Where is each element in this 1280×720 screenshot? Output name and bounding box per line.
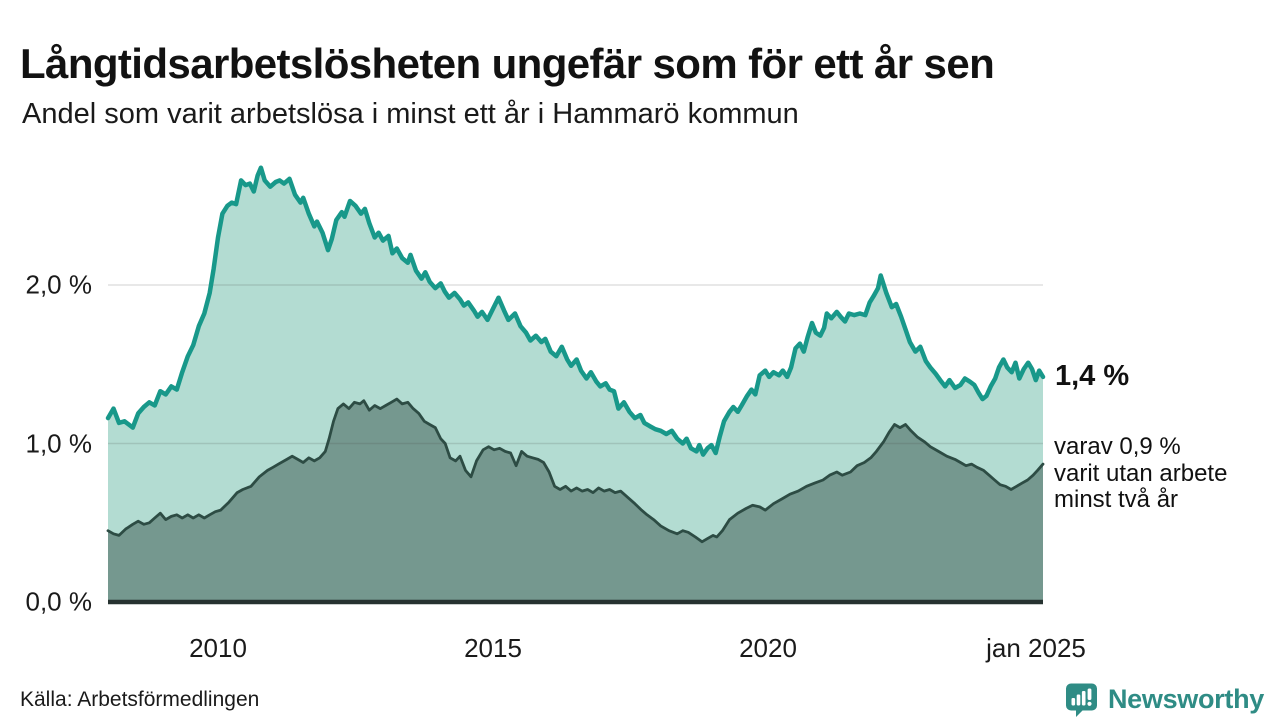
y-axis-label: 1,0 % <box>25 428 93 458</box>
x-axis-label: 2020 <box>739 633 797 663</box>
series-line-1 <box>106 397 1045 544</box>
series-area-1 <box>108 399 1043 602</box>
chart-subtitle: Andel som varit arbetslösa i minst ett å… <box>22 98 799 130</box>
newsworthy-logo-icon <box>1065 683 1097 717</box>
x-axis-label: 2015 <box>464 633 522 663</box>
newsworthy-logo: Newsworthy <box>1063 681 1264 718</box>
secondary-annotation-line: varit utan arbete <box>1054 459 1228 487</box>
y-axis-label: 2,0 % <box>25 269 93 300</box>
secondary-annotation: varav 0,9 % varit utan arbete minst två … <box>1054 433 1228 514</box>
latest-value-label: 1,4 % <box>1055 360 1130 392</box>
page-title: Långtidsarbetslösheten ungefär som för e… <box>20 40 995 88</box>
y-axis-label: 0,0 % <box>25 586 93 617</box>
x-axis-label: jan 2025 <box>986 633 1086 663</box>
series-line-0 <box>105 165 1046 457</box>
source-caption: Källa: Arbetsförmedlingen <box>20 688 260 711</box>
secondary-annotation-line: minst två år <box>1054 486 1179 513</box>
x-axis-label: 2010 <box>189 633 247 663</box>
secondary-annotation-line: varav 0,9 % <box>1054 433 1181 460</box>
newsworthy-logo-text: Newsworthy <box>1107 684 1264 714</box>
